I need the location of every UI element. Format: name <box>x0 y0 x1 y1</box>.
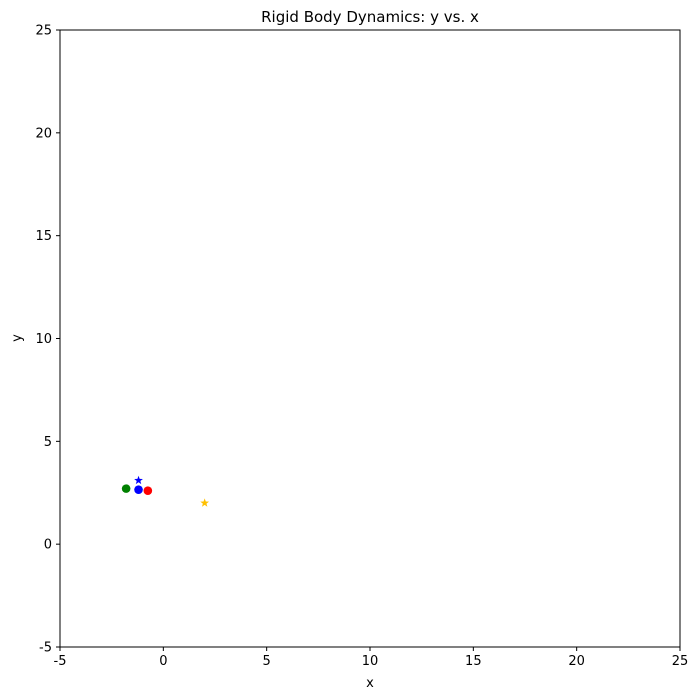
data-points <box>121 475 210 507</box>
chart-title: Rigid Body Dynamics: y vs. x <box>261 8 479 26</box>
x-tick-label: 20 <box>568 654 585 669</box>
x-tick-label: -5 <box>54 654 67 669</box>
circle-marker <box>143 486 153 495</box>
circle-marker <box>121 484 131 493</box>
y-axis-label: y <box>10 334 25 342</box>
x-tick-label: 10 <box>362 654 379 669</box>
circle-marker <box>134 485 143 494</box>
plot-frame <box>59 29 681 648</box>
star-marker <box>200 498 210 507</box>
y-axis-ticks: -5 0 5 10 15 20 25 <box>35 24 60 656</box>
x-tick-label: 25 <box>672 654 689 669</box>
y-tick-label: 5 <box>44 435 52 450</box>
y-tick-label: 20 <box>35 126 52 141</box>
x-axis-ticks: -5 0 5 10 15 20 25 <box>54 647 689 669</box>
x-axis-label: x <box>366 676 374 691</box>
x-tick-label: 5 <box>263 654 271 669</box>
x-tick-label: 0 <box>159 654 167 669</box>
y-tick-label: 25 <box>35 24 52 39</box>
x-tick-label: 15 <box>465 654 482 669</box>
star-marker <box>134 475 143 485</box>
plot-area <box>59 29 681 648</box>
y-tick-label: 15 <box>35 229 52 244</box>
y-tick-label: 0 <box>44 538 52 553</box>
y-tick-label: 10 <box>35 332 52 347</box>
y-tick-label: -5 <box>39 641 52 656</box>
